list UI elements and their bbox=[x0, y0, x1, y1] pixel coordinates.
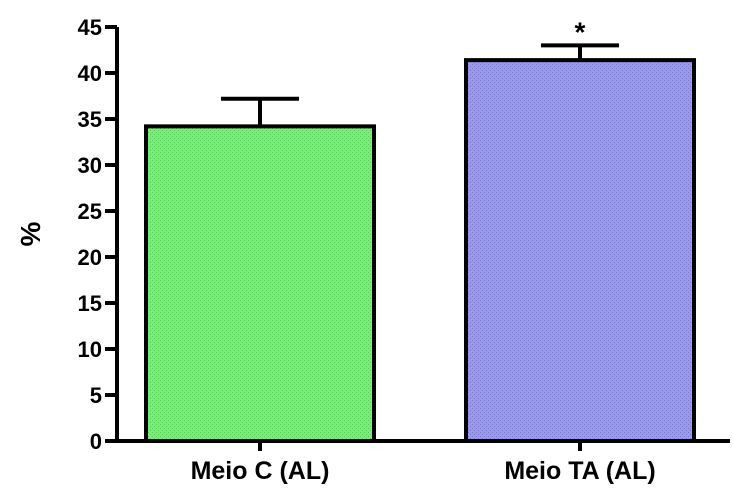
y-tick-label: 5 bbox=[90, 383, 102, 408]
significance-marker: * bbox=[575, 16, 586, 47]
y-tick-label: 30 bbox=[78, 153, 102, 178]
annotations-layer: * bbox=[575, 16, 586, 47]
x-category-label: Meio TA (AL) bbox=[504, 457, 655, 485]
y-tick-label: 0 bbox=[90, 429, 102, 454]
x-category-label: Meio C (AL) bbox=[191, 457, 330, 485]
bar-meio-ta-al bbox=[464, 58, 696, 444]
y-ticks: 0 5 10 15 20 25 30 35 40 45 bbox=[78, 15, 117, 454]
y-tick-label: 10 bbox=[78, 337, 102, 362]
y-tick-label: 40 bbox=[78, 61, 102, 86]
bars-layer bbox=[144, 58, 696, 444]
x-category-labels: Meio C (AL) Meio TA (AL) bbox=[191, 441, 656, 485]
y-tick-label: 25 bbox=[78, 199, 102, 224]
y-tick-label: 45 bbox=[78, 15, 102, 40]
y-tick-label: 15 bbox=[78, 291, 102, 316]
error-bars-layer bbox=[221, 43, 619, 127]
bar-meio-c-al bbox=[144, 124, 376, 444]
y-axis-title: % bbox=[15, 221, 46, 246]
y-tick-label: 20 bbox=[78, 245, 102, 270]
y-tick-label: 35 bbox=[78, 107, 102, 132]
